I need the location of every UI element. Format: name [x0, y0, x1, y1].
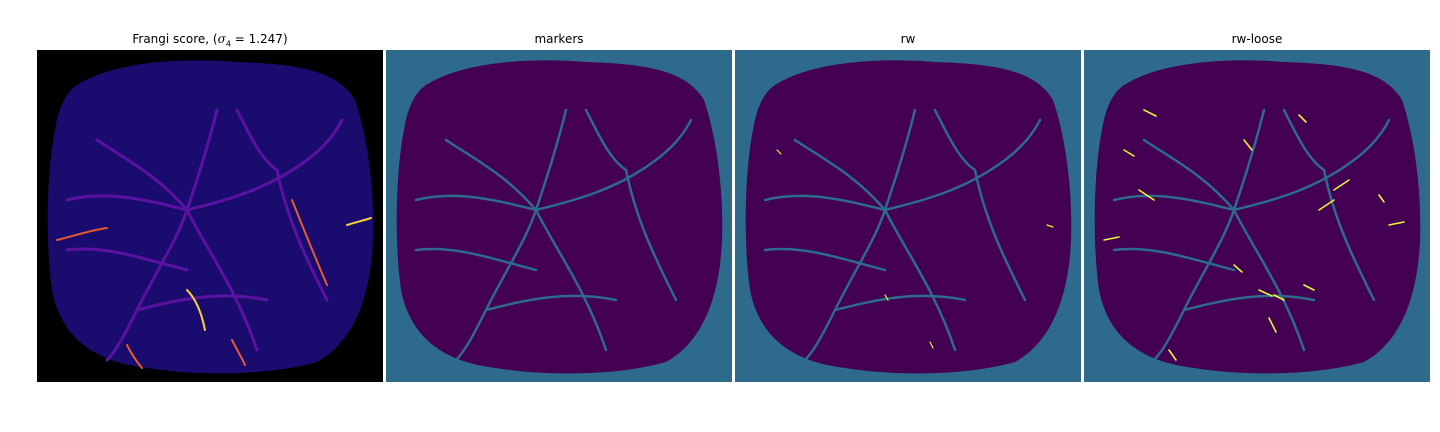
tissue-region — [1094, 60, 1421, 374]
rw-loose-image — [1084, 50, 1430, 382]
frangi-score-image — [37, 50, 383, 382]
panel-title-rw: rw — [900, 32, 916, 46]
panel-title-rw-loose: rw-loose — [1231, 32, 1283, 46]
panel-title-markers: markers — [534, 32, 584, 46]
tissue-region — [745, 60, 1072, 374]
markers-canvas — [386, 50, 732, 382]
tissue-region — [47, 60, 374, 374]
vessel-network — [763, 108, 1042, 362]
panel-title-frangi: Frangi score, (σ4 = 1.247) — [132, 32, 288, 49]
bright-vessel-segments — [56, 199, 372, 369]
markers-image — [386, 50, 732, 382]
rw-image — [735, 50, 1081, 382]
vessel-network — [65, 108, 344, 362]
frangi-score-canvas — [37, 50, 383, 382]
rw-loose-canvas — [1084, 50, 1430, 382]
tissue-region — [396, 60, 723, 374]
rw-canvas — [735, 50, 1081, 382]
highlight-segments — [776, 149, 1054, 349]
highlight-segments — [1103, 109, 1405, 361]
vessel-network — [414, 108, 693, 362]
vessel-network — [1112, 108, 1391, 362]
